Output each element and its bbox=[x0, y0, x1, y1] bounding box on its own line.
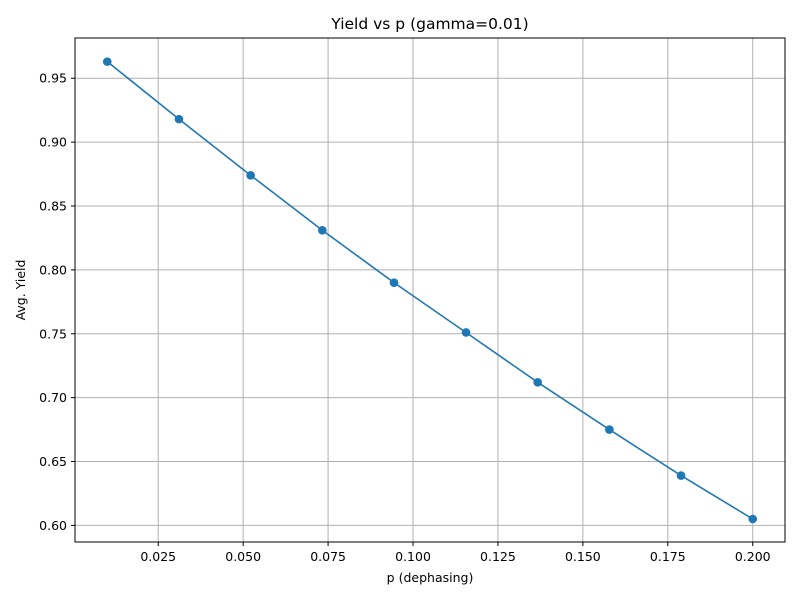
grid bbox=[75, 38, 785, 542]
data-point bbox=[676, 471, 686, 480]
x-tick-label: 0.200 bbox=[735, 549, 771, 564]
data-point bbox=[605, 425, 614, 434]
y-axis: 0.60 0.65 0.70 0.75 0.80 0.85 0.90 0.95 bbox=[39, 71, 75, 533]
x-tick-label: 0.050 bbox=[225, 549, 261, 564]
data-point bbox=[461, 328, 471, 337]
y-axis-label: Avg. Yield bbox=[13, 260, 28, 321]
y-tick-label: 0.90 bbox=[39, 135, 67, 150]
x-tick-label: 0.100 bbox=[395, 549, 431, 564]
data-point bbox=[318, 225, 327, 235]
y-tick-label: 0.70 bbox=[39, 390, 67, 405]
y-tick-label: 0.80 bbox=[39, 262, 67, 277]
y-tick-label: 0.65 bbox=[39, 454, 67, 469]
series-line bbox=[106, 61, 754, 520]
y-tick-label: 0.75 bbox=[39, 326, 67, 341]
x-axis-label: p (dephasing) bbox=[387, 570, 474, 585]
y-tick-label: 0.95 bbox=[39, 71, 67, 86]
x-tick-label: 0.175 bbox=[650, 549, 686, 564]
x-tick-label: 0.150 bbox=[565, 549, 601, 564]
series-layer bbox=[102, 57, 758, 524]
y-tick-label: 0.85 bbox=[39, 199, 67, 214]
axes-frame bbox=[74, 37, 786, 543]
x-tick-label: 0.125 bbox=[480, 549, 516, 564]
data-point bbox=[748, 514, 758, 524]
data-point bbox=[102, 57, 112, 66]
x-tick-label: 0.075 bbox=[310, 549, 346, 564]
x-axis: 0.025 0.050 0.075 0.100 0.125 0.150 0.175 0.200 bbox=[140, 542, 771, 564]
data-point bbox=[533, 378, 542, 387]
data-point bbox=[174, 114, 184, 124]
chart-title: Yield vs p (gamma=0.01) bbox=[330, 15, 528, 33]
data-point bbox=[389, 278, 399, 287]
x-tick-label: 0.025 bbox=[140, 549, 176, 564]
y-tick-label: 0.60 bbox=[39, 518, 67, 533]
data-point bbox=[246, 171, 255, 180]
